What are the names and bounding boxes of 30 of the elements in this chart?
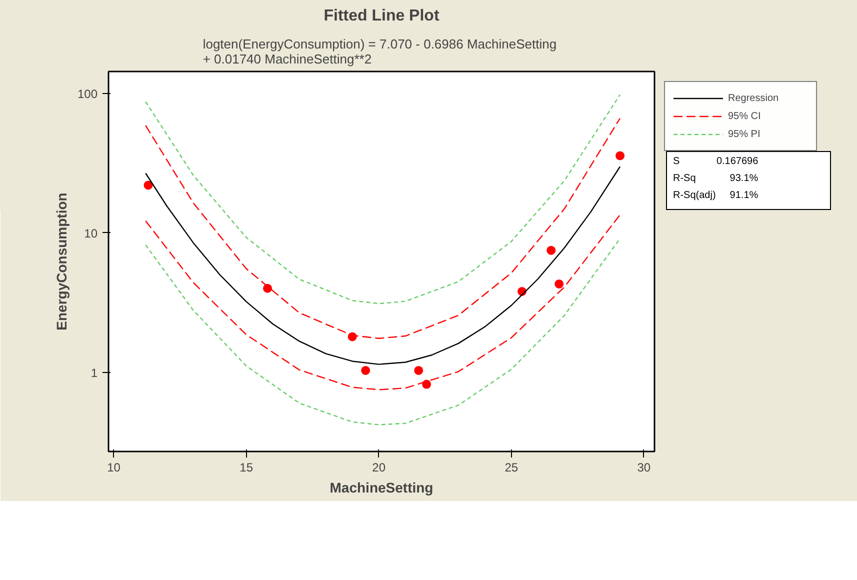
point: [616, 151, 625, 160]
chart-subtitle: logten(EnergyConsumption) = 7.070 - 0.6986 MachineSetting + 0.01740 MachineSetting**2: [202, 36, 557, 66]
point: [414, 366, 424, 375]
y-tick-label: 10: [84, 226, 98, 240]
point: [144, 180, 153, 190]
point: [546, 246, 556, 255]
line-series: [145, 166, 621, 365]
y-tick-label: 100: [77, 87, 98, 102]
x-axis-title: MachineSetting: [330, 480, 434, 496]
x-tick-label: 25: [504, 460, 518, 474]
chart-title: Fitted Line Plot: [324, 8, 440, 24]
legend-label: Regression: [728, 92, 780, 106]
y-tick-label: 1: [90, 366, 98, 380]
line-series: [145, 94, 621, 304]
legend-label: 95% PI: [728, 128, 762, 142]
y-axis-title: EnergyConsumption: [53, 192, 70, 330]
point: [554, 280, 564, 288]
line-series: [145, 214, 621, 390]
text: S 0.167696: [673, 156, 758, 167]
text: R-Sq(adj) 91.1%: [673, 190, 758, 201]
x-tick-label: 30: [637, 460, 651, 474]
line-series: [145, 238, 621, 426]
point: [263, 284, 272, 293]
text: R-Sq 93.1%: [673, 173, 758, 184]
x-tick-label: 15: [240, 460, 254, 474]
x-tick-label: 10: [107, 460, 121, 474]
legend-label: 95% CI: [728, 110, 762, 124]
point: [361, 366, 370, 375]
x-tick-label: 20: [372, 460, 386, 474]
point: [422, 380, 432, 389]
